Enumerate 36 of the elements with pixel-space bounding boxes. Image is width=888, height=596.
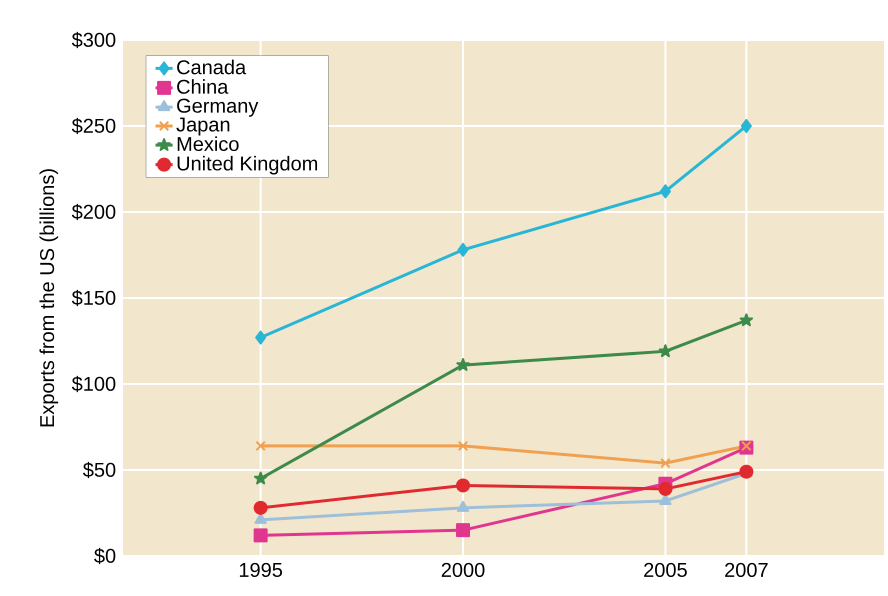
- y-tick-label: $150: [72, 290, 116, 306]
- point: [658, 482, 672, 496]
- y-axis-title: Exports from the US (billions): [39, 169, 58, 426]
- legend-label: Canada: [177, 60, 246, 74]
- legend-label: China: [177, 79, 228, 94]
- point: [458, 440, 468, 452]
- point: [254, 528, 268, 542]
- legend-label: Mexico: [178, 136, 239, 152]
- point: [740, 313, 754, 326]
- legend-label: Japan: [176, 118, 230, 136]
- x-tick-label: 2005: [644, 562, 687, 578]
- point: [456, 478, 470, 492]
- point: [254, 500, 268, 515]
- point: [740, 118, 752, 133]
- y-tick-label: $100: [72, 376, 116, 392]
- x-tick-label: 1995: [240, 562, 282, 578]
- y-tick-label: $200: [72, 204, 116, 220]
- point: [660, 458, 671, 468]
- point: [255, 440, 266, 452]
- y-tick-label: $300: [72, 32, 116, 48]
- legend-label: United Kingdom: [178, 156, 318, 175]
- point: [255, 330, 266, 345]
- point: [456, 523, 470, 538]
- y-tick-label: $50: [82, 462, 116, 478]
- y-tick-label: $250: [72, 118, 116, 134]
- x-tick-label: 2000: [442, 562, 484, 578]
- point: [254, 472, 268, 484]
- point: [741, 440, 752, 452]
- legend-label: Germany: [177, 98, 258, 117]
- point: [456, 358, 470, 371]
- point: [658, 344, 672, 358]
- point: [660, 184, 671, 198]
- point: [458, 242, 469, 257]
- y-tick-label: $0: [94, 548, 116, 564]
- point: [456, 500, 470, 512]
- x-tick-label: 2007: [725, 562, 768, 578]
